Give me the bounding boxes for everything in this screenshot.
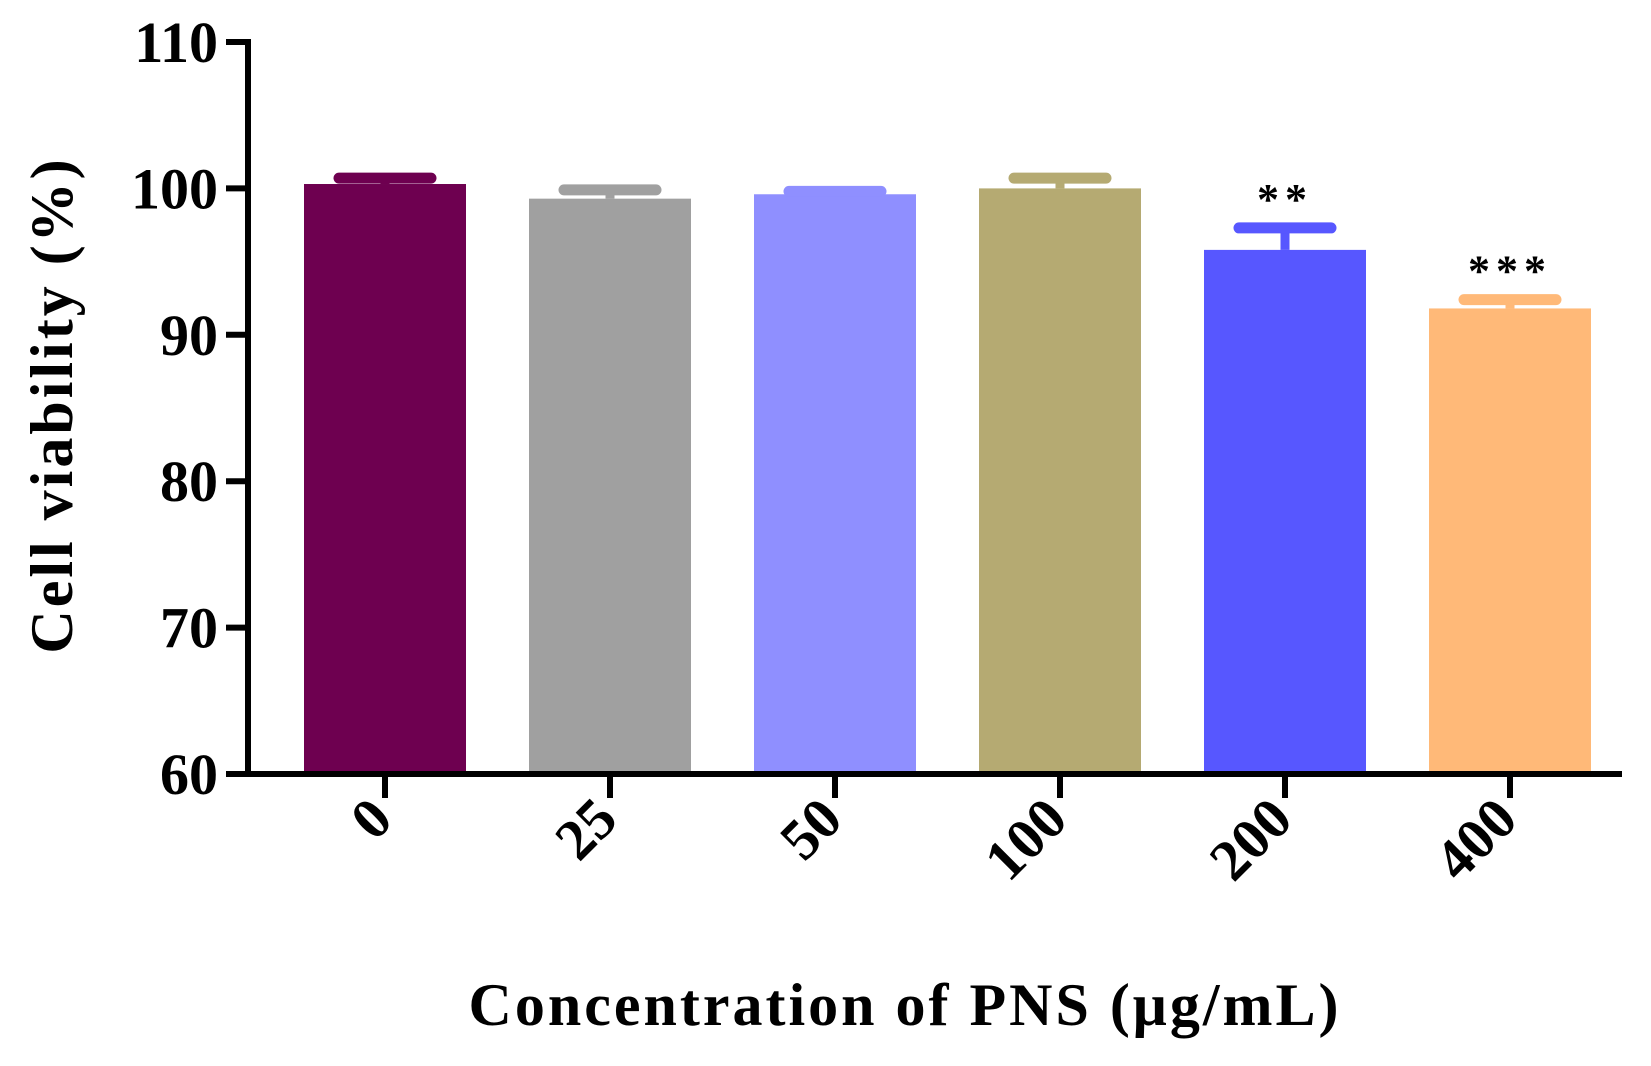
y-axis-title: Cell viability (%) <box>19 156 85 653</box>
y-tick-label: 90 <box>160 303 218 368</box>
y-tick-label: 80 <box>160 449 218 514</box>
bar <box>1204 249 1366 774</box>
x-axis-title: Concentration of PNS (μg/mL) <box>469 972 1342 1038</box>
y-tick-label: 60 <box>160 742 218 807</box>
y-tick-label: 110 <box>134 10 218 75</box>
y-axis-ticks: 60 70 80 90 100 110 <box>131 10 248 807</box>
x-tick-label: 50 <box>767 785 854 872</box>
x-axis-ticks: 0 25 50 100 200 400 <box>338 774 1529 893</box>
x-tick-label: 400 <box>1422 785 1529 892</box>
y-tick-label: 100 <box>131 156 218 221</box>
x-tick-label: 25 <box>542 785 629 872</box>
x-tick-label: 0 <box>338 785 404 851</box>
error-bars-layer <box>333 172 1562 309</box>
x-tick-label: 200 <box>1197 785 1304 892</box>
bar <box>754 194 916 775</box>
bars-layer <box>304 184 1591 775</box>
bar <box>304 184 466 774</box>
significance-label: ** <box>1257 175 1313 224</box>
significance-label: *** <box>1468 247 1552 296</box>
bar <box>979 188 1141 774</box>
y-tick-label: 70 <box>160 596 218 661</box>
significance-labels: ***** <box>1257 175 1552 296</box>
bar <box>529 198 691 774</box>
bar <box>1429 308 1591 774</box>
x-tick-label: 100 <box>972 785 1079 892</box>
